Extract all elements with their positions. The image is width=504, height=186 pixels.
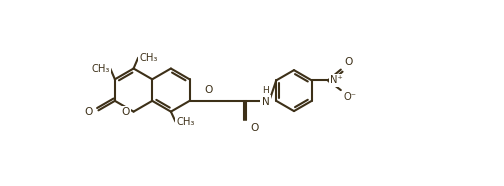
Text: O: O bbox=[250, 123, 259, 133]
Text: N: N bbox=[262, 97, 269, 107]
Text: CH₃: CH₃ bbox=[91, 64, 109, 73]
Text: O: O bbox=[204, 86, 213, 95]
Text: O: O bbox=[344, 57, 352, 67]
Text: CH₃: CH₃ bbox=[176, 117, 195, 127]
Text: O: O bbox=[85, 107, 93, 117]
Text: N⁺: N⁺ bbox=[330, 75, 343, 85]
Text: H: H bbox=[262, 86, 269, 95]
Text: CH₃: CH₃ bbox=[139, 53, 157, 63]
Text: O: O bbox=[121, 107, 130, 117]
Text: O⁻: O⁻ bbox=[344, 92, 357, 102]
